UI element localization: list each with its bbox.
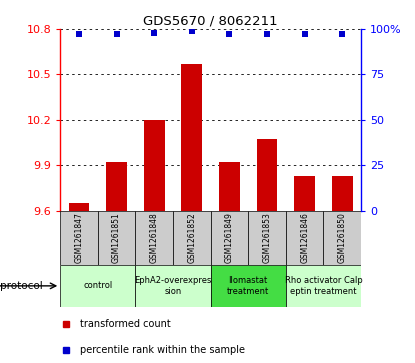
Bar	[60, 265, 135, 307]
Point	[264, 32, 270, 37]
Text: GSM1261853: GSM1261853	[263, 212, 271, 263]
Bar	[135, 265, 210, 307]
Text: protocol: protocol	[0, 281, 43, 291]
Point	[76, 32, 82, 37]
Bar	[294, 176, 315, 211]
Point	[339, 32, 346, 37]
Text: GSM1261848: GSM1261848	[150, 212, 159, 263]
Bar	[211, 211, 248, 265]
Bar	[98, 211, 135, 265]
Text: Rho activator Calp
eptin treatment: Rho activator Calp eptin treatment	[285, 276, 362, 295]
Text: transformed count: transformed count	[80, 318, 171, 329]
Text: GSM1261851: GSM1261851	[112, 212, 121, 263]
Point	[113, 32, 120, 37]
Bar	[219, 162, 240, 211]
Bar	[106, 162, 127, 211]
Text: GSM1261852: GSM1261852	[187, 212, 196, 263]
Bar	[286, 211, 323, 265]
Point	[151, 30, 158, 36]
Bar	[248, 211, 286, 265]
Text: Ilomastat
treatment: Ilomastat treatment	[227, 276, 269, 295]
Text: percentile rank within the sample: percentile rank within the sample	[80, 345, 245, 355]
Bar	[60, 211, 98, 265]
Point	[226, 32, 233, 37]
Bar	[144, 120, 164, 211]
Bar	[332, 176, 353, 211]
Bar	[286, 265, 361, 307]
Bar	[173, 211, 210, 265]
Text: GSM1261846: GSM1261846	[300, 212, 309, 263]
Text: GSM1261849: GSM1261849	[225, 212, 234, 263]
Bar	[211, 265, 286, 307]
Point	[301, 32, 308, 37]
Text: EphA2-overexpres
sion: EphA2-overexpres sion	[134, 276, 212, 295]
Bar	[68, 203, 89, 211]
Text: GSM1261847: GSM1261847	[74, 212, 83, 263]
Bar	[135, 211, 173, 265]
Bar	[323, 211, 361, 265]
Bar	[257, 139, 277, 211]
Bar	[181, 64, 202, 211]
Title: GDS5670 / 8062211: GDS5670 / 8062211	[143, 15, 278, 28]
Text: GSM1261850: GSM1261850	[338, 212, 347, 263]
Text: control: control	[83, 281, 112, 290]
Point	[188, 28, 195, 34]
